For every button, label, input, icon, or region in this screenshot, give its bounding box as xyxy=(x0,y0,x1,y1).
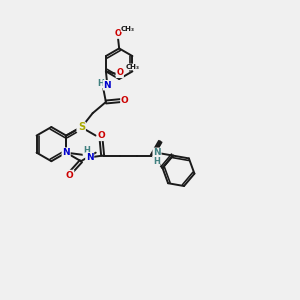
Text: CH₃: CH₃ xyxy=(126,64,140,70)
Text: O: O xyxy=(66,170,74,179)
Text: O: O xyxy=(121,96,129,105)
Text: S: S xyxy=(78,122,85,132)
Text: H: H xyxy=(153,157,160,166)
Text: N: N xyxy=(153,148,161,157)
Text: O: O xyxy=(97,131,105,140)
Text: O: O xyxy=(116,68,123,77)
Text: N: N xyxy=(103,81,111,90)
Text: N: N xyxy=(62,148,70,157)
Text: H: H xyxy=(83,146,90,155)
Text: N: N xyxy=(86,153,94,162)
Text: N: N xyxy=(77,122,85,131)
Text: H: H xyxy=(97,79,104,88)
Text: CH₃: CH₃ xyxy=(121,26,135,32)
Text: O: O xyxy=(114,29,121,38)
